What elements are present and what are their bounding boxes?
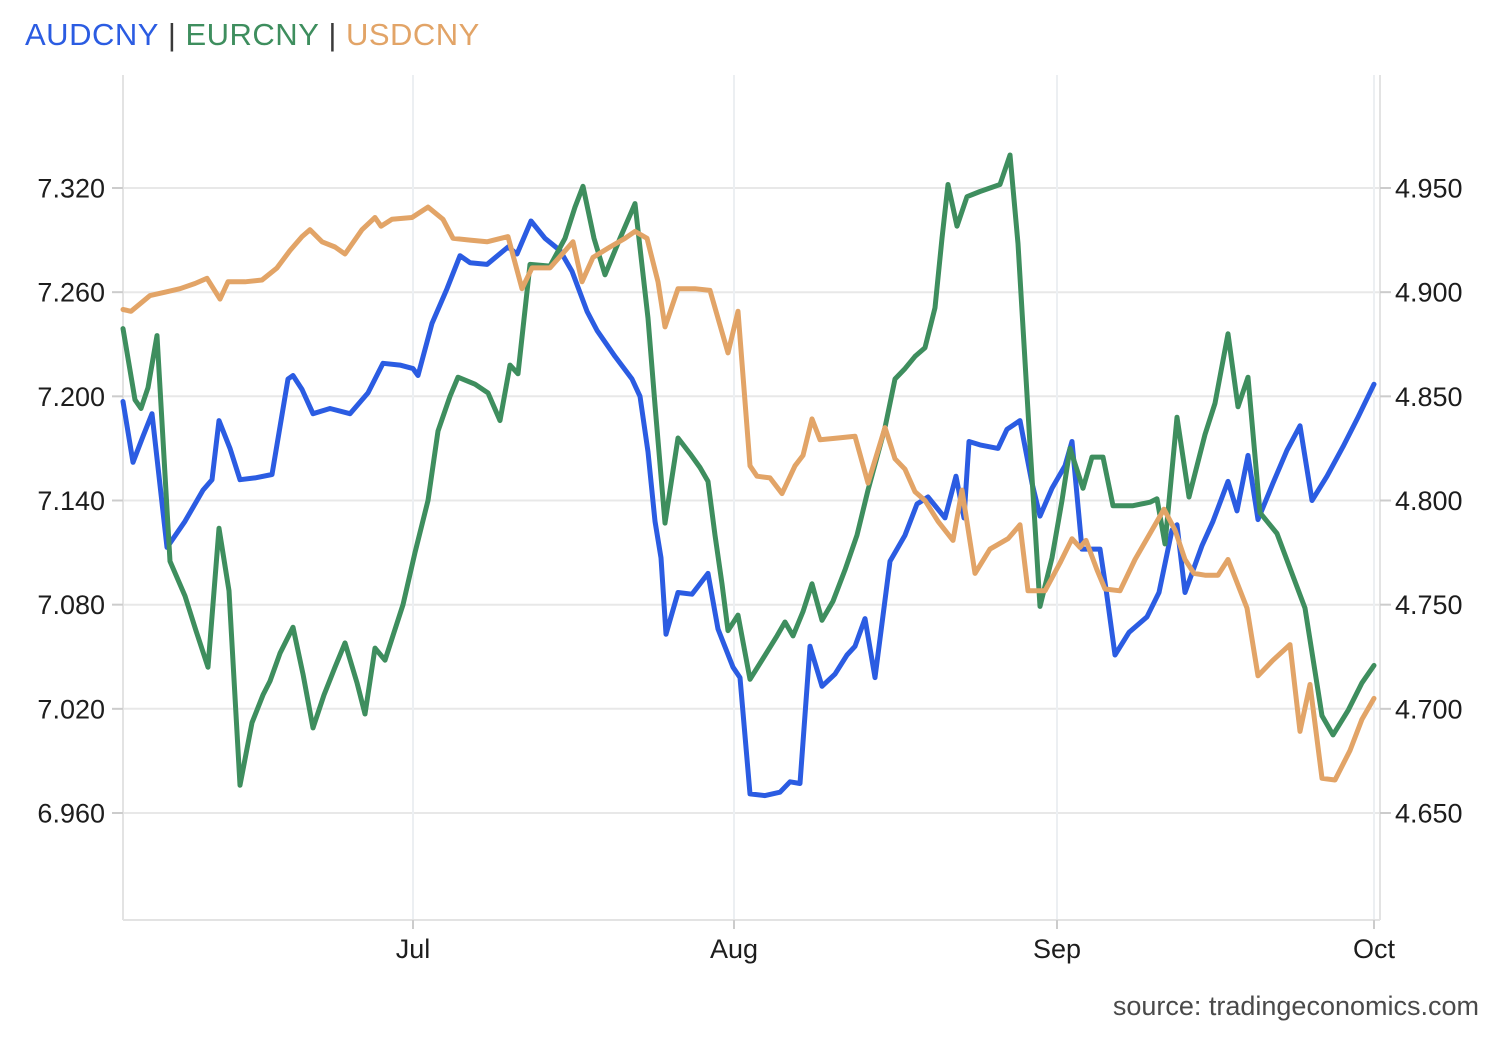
legend-label-audcny: AUDCNY <box>25 17 159 52</box>
legend-separator: | <box>167 17 177 52</box>
legend-item-usdcny[interactable]: USDCNY <box>346 17 480 52</box>
chart-legend: AUDCNY | EURCNY | USDCNY <box>25 17 480 53</box>
legend-label-eurcny: EURCNY <box>185 17 320 52</box>
y-axis-right-label-4.700: 4.700 <box>1395 694 1463 724</box>
y-axis-right-label-4.800: 4.800 <box>1395 486 1463 516</box>
legend-item-eurcny[interactable]: EURCNY <box>185 17 319 52</box>
y-axis-right-label-4.650: 4.650 <box>1395 799 1463 829</box>
x-axis-label-jul: Jul <box>396 934 431 964</box>
y-axis-left-label-6.960: 6.960 <box>37 799 105 829</box>
y-axis-right-label-4.750: 4.750 <box>1395 590 1463 620</box>
y-axis-left-label-7.140: 7.140 <box>37 486 105 516</box>
legend-label-usdcny: USDCNY <box>345 17 480 52</box>
y-axis-right-label-4.850: 4.850 <box>1395 382 1463 412</box>
source-note: source: tradingeconomics.com <box>1112 991 1479 1021</box>
y-axis-left-label-7.200: 7.200 <box>37 382 105 412</box>
y-axis-left-label-7.320: 7.320 <box>37 174 105 204</box>
legend-item-audcny[interactable]: AUDCNY <box>25 17 159 52</box>
y-axis-right-label-4.950: 4.950 <box>1395 174 1463 204</box>
legend-separator: | <box>328 17 337 52</box>
series-line-eurcny[interactable] <box>120 152 1377 788</box>
y-axis-left-label-7.020: 7.020 <box>37 694 105 724</box>
x-axis-label-oct: Oct <box>1353 934 1396 964</box>
series-line-audcny[interactable] <box>120 218 1377 799</box>
y-axis-right-label-4.900: 4.900 <box>1395 278 1463 308</box>
x-axis-label-aug: Aug <box>710 934 758 964</box>
y-axis-left-label-7.260: 7.260 <box>37 278 105 308</box>
y-axis-left-label-7.080: 7.080 <box>37 590 105 620</box>
x-axis-label-sep: Sep <box>1033 934 1081 964</box>
series-line-usdcny[interactable] <box>120 204 1377 783</box>
